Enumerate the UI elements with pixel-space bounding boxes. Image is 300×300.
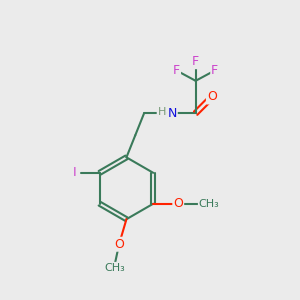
Text: O: O — [173, 197, 183, 210]
Text: O: O — [114, 238, 124, 251]
Text: F: F — [173, 64, 180, 77]
Text: CH₃: CH₃ — [199, 199, 220, 209]
Text: H: H — [158, 107, 166, 117]
Text: CH₃: CH₃ — [104, 263, 125, 273]
Text: O: O — [207, 91, 217, 103]
Text: F: F — [211, 64, 218, 77]
Text: F: F — [192, 55, 199, 68]
Text: N: N — [167, 107, 177, 120]
Text: I: I — [73, 166, 76, 179]
